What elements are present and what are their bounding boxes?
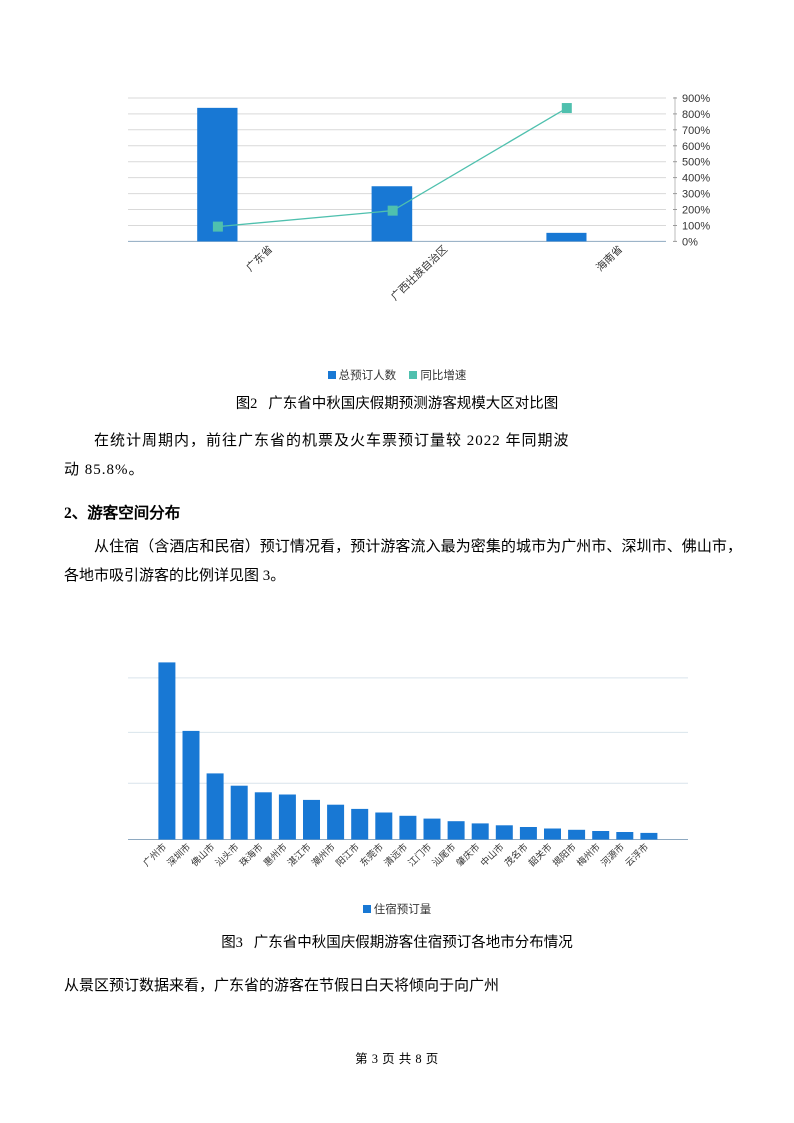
- svg-text:100%: 100%: [682, 221, 710, 233]
- svg-text:汕头市: 汕头市: [213, 841, 241, 868]
- svg-text:600%: 600%: [682, 141, 710, 153]
- svg-text:湛江市: 湛江市: [285, 841, 313, 868]
- svg-text:东莞市: 东莞市: [357, 841, 385, 868]
- svg-text:400%: 400%: [682, 173, 710, 185]
- svg-text:茂名市: 茂名市: [502, 841, 530, 868]
- svg-text:河源市: 河源市: [598, 841, 626, 868]
- svg-text:汕尾市: 汕尾市: [430, 841, 458, 868]
- svg-text:广西壮族自治区: 广西壮族自治区: [388, 243, 450, 303]
- svg-text:900%: 900%: [682, 93, 710, 105]
- svg-text:揭阳市: 揭阳市: [550, 841, 578, 868]
- svg-text:海南省: 海南省: [593, 243, 625, 274]
- svg-text:200%: 200%: [682, 205, 710, 217]
- svg-text:阳江市: 阳江市: [333, 841, 361, 868]
- svg-text:肇庆市: 肇庆市: [454, 841, 482, 868]
- svg-text:中山市: 中山市: [478, 841, 506, 868]
- svg-text:800%: 800%: [682, 109, 710, 121]
- svg-text:梅州市: 梅州市: [574, 841, 602, 868]
- svg-text:700%: 700%: [682, 125, 710, 137]
- svg-text:清远市: 清远市: [382, 841, 410, 868]
- svg-text:广东省: 广东省: [243, 243, 275, 274]
- svg-text:惠州市: 惠州市: [261, 841, 289, 868]
- svg-text:深圳市: 深圳市: [165, 841, 193, 868]
- svg-text:韶关市: 韶关市: [526, 841, 554, 868]
- svg-text:潮州市: 潮州市: [309, 841, 337, 868]
- svg-text:佛山市: 佛山市: [189, 841, 217, 868]
- svg-text:0%: 0%: [682, 236, 698, 248]
- svg-text:500%: 500%: [682, 157, 710, 169]
- svg-text:300%: 300%: [682, 189, 710, 201]
- svg-text:江门市: 江门市: [406, 841, 434, 868]
- svg-text:广州市: 广州市: [141, 841, 169, 868]
- svg-text:云浮市: 云浮市: [623, 841, 651, 868]
- svg-text:珠海市: 珠海市: [237, 841, 265, 868]
